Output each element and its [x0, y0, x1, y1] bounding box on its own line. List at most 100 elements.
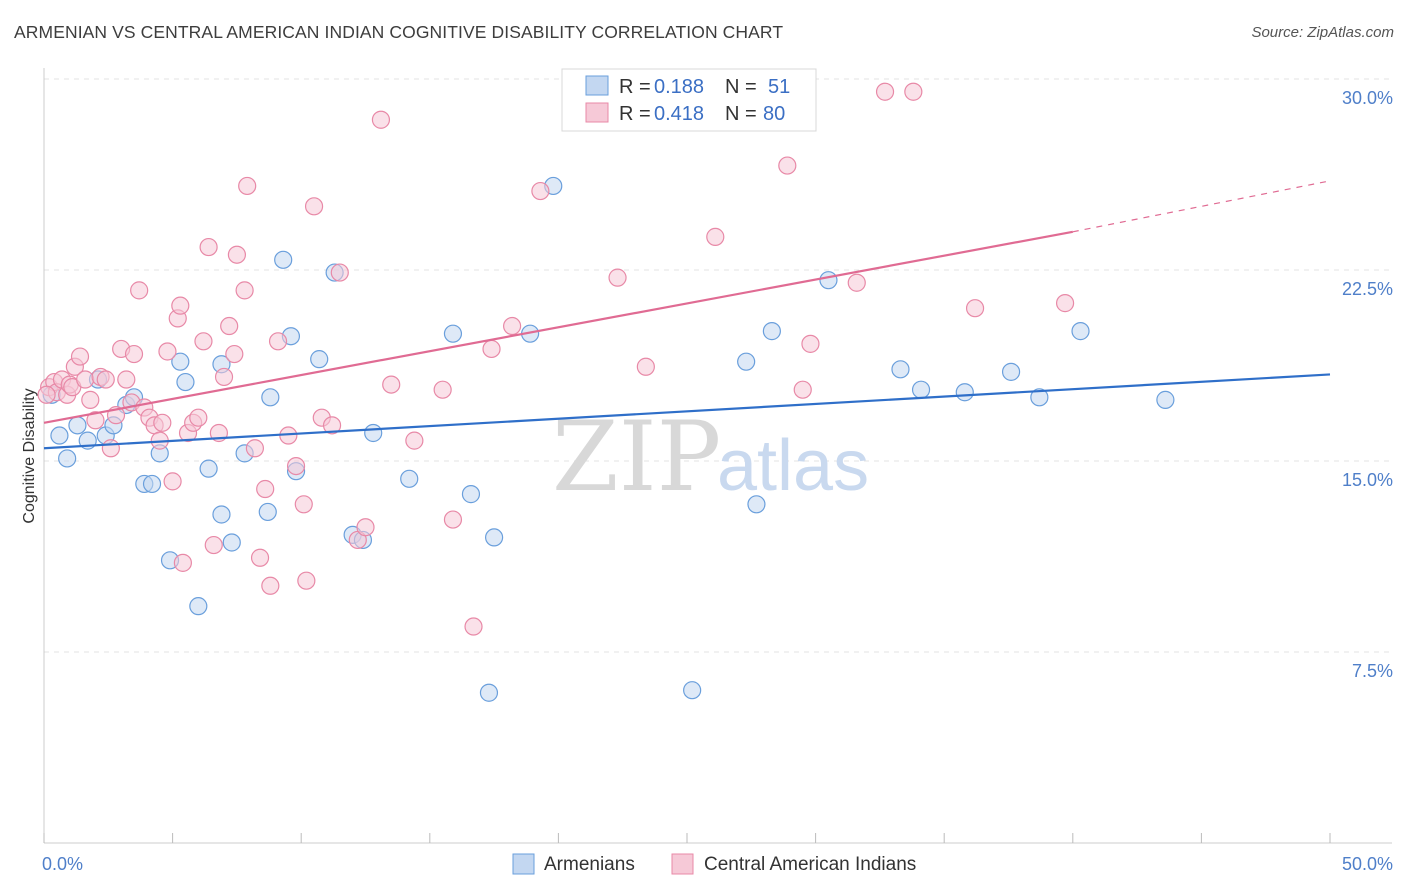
- armenians-point-23: [261, 388, 280, 407]
- central-american-indians-point-43: [238, 176, 257, 196]
- chart-title: ARMENIAN VS CENTRAL AMERICAN INDIAN COGN…: [14, 22, 784, 42]
- bottom-legend-central-american-indians: Central American Indians: [704, 854, 916, 875]
- central-american-indians-point-76: [904, 82, 923, 101]
- armenians-point-3: [68, 416, 87, 435]
- central-american-indians-point-75: [875, 82, 895, 101]
- armenians-point-32: [400, 469, 419, 488]
- legend-n-value-1: 51: [768, 76, 790, 98]
- x-tick-label-max: 50.0%: [1342, 854, 1393, 874]
- central-american-indians-point-9: [76, 370, 95, 389]
- central-american-indians-point-38: [214, 367, 234, 387]
- central-american-indians-point-66: [503, 316, 522, 336]
- armenians-point-31: [364, 423, 383, 443]
- armenians-point-27: [310, 350, 329, 369]
- bottom-legend-armenians: Armenians: [544, 854, 635, 875]
- armenians-point-17: [199, 459, 218, 478]
- legend-r-value-1: 0.188: [654, 76, 704, 98]
- central-american-indians-point-63: [443, 510, 463, 529]
- central-american-indians-point-62: [433, 380, 452, 399]
- armenians-point-11: [142, 474, 162, 494]
- central-american-indians-point-59: [371, 110, 391, 129]
- watermark-atlas: atlas: [717, 426, 869, 506]
- y-tick-label-7.5: 7.5%: [1352, 661, 1393, 681]
- central-american-indians-point-33: [189, 408, 208, 427]
- central-american-indians-point-74: [847, 273, 866, 292]
- armenians-point-35: [479, 683, 499, 702]
- armenians-point-44: [891, 360, 910, 379]
- armenians-point-45: [911, 380, 931, 399]
- central-american-indians-point-64: [464, 617, 483, 636]
- legend-n-label-2: N =: [725, 103, 757, 125]
- central-american-indians-point-47: [261, 576, 280, 595]
- y-tick-label-15: 15.0%: [1342, 470, 1393, 490]
- source-credit: Source: ZipAtlas.com: [1251, 24, 1394, 41]
- armenians-point-48: [1030, 388, 1049, 407]
- armenians-trend-line: [43, 373, 1331, 450]
- central-american-indians-point-35: [199, 237, 218, 257]
- armenians-point-39: [683, 681, 702, 700]
- central-american-indians-point-29: [171, 296, 190, 315]
- legend-r-label-2: R =: [619, 103, 651, 125]
- central-american-indians-point-52: [297, 571, 316, 590]
- legend-swatch-central-american-indians: [585, 102, 609, 123]
- central-american-indians-point-77: [965, 299, 985, 318]
- central-american-indians-point-39: [220, 316, 239, 336]
- central-american-indians-point-30: [173, 553, 192, 572]
- central-american-indians-point-19: [124, 344, 144, 364]
- armenians-point-41: [747, 495, 766, 514]
- watermark-zip: ZIP: [552, 401, 721, 513]
- central-american-indians-point-8: [70, 347, 90, 366]
- central-american-indians-point-11: [86, 411, 105, 430]
- central-american-indians-point-67: [531, 181, 550, 201]
- central-american-indians-point-10: [81, 390, 100, 409]
- central-american-indians-point-70: [706, 227, 725, 246]
- central-american-indians-point-34: [194, 332, 213, 351]
- central-american-indians-point-56: [330, 263, 349, 282]
- central-american-indians-point-41: [227, 245, 246, 264]
- central-american-indians-point-72: [793, 380, 812, 399]
- x-tick-marks: [43, 833, 1331, 843]
- bottom-legend-swatch-armenians: [512, 853, 535, 875]
- trend-lines: [43, 180, 1331, 450]
- central-american-indians-point-65: [482, 339, 501, 359]
- armenians-point-33: [443, 324, 463, 343]
- bottom-legend-swatch-central-american-indians: [671, 853, 694, 875]
- bottom-legend: Armenians Central American Indians: [512, 853, 916, 875]
- central-american-indians-point-69: [636, 357, 655, 376]
- central-american-indians-point-42: [235, 281, 254, 300]
- armenians-point-50: [1156, 390, 1175, 409]
- legend-r-value-2: 0.418: [654, 103, 704, 125]
- armenians-point-24: [274, 250, 293, 269]
- central-american-indians-point-78: [1055, 294, 1075, 313]
- grid-lines: [44, 78, 1392, 653]
- central-american-indians-point-60: [382, 375, 401, 394]
- central-american-indians-point-61: [405, 431, 424, 450]
- central-american-indians-point-45: [250, 548, 270, 567]
- central-american-indians-point-71: [778, 156, 797, 175]
- armenians-point-36: [485, 528, 504, 547]
- armenians-point-22: [258, 502, 277, 522]
- central-american-indians-point-26: [158, 342, 177, 361]
- central-american-indians-point-17: [117, 370, 136, 389]
- armenians-point-46: [955, 383, 974, 402]
- y-axis-label: Cognitive Disability: [21, 388, 38, 523]
- central-american-indians-point-27: [163, 472, 182, 491]
- armenians-point-49: [1071, 322, 1090, 341]
- armenians-point-43: [819, 271, 838, 290]
- armenians-point-1: [50, 426, 69, 445]
- legend-swatch-armenians: [585, 75, 609, 96]
- central-american-indians-points: [37, 82, 1075, 636]
- central-american-indians-point-48: [268, 332, 288, 351]
- y-tick-label-30: 30.0%: [1342, 88, 1393, 108]
- central-american-indians-point-68: [608, 268, 627, 287]
- armenians-point-2: [58, 449, 77, 468]
- armenians-point-20: [222, 533, 241, 552]
- legend-n-value-2: 80: [763, 103, 785, 125]
- central-american-indians-point-25: [153, 413, 172, 432]
- y-tick-label-22.5: 22.5%: [1342, 279, 1393, 299]
- central-american-indians-trend-extension: [1072, 180, 1331, 233]
- legend: R = 0.188 N = 51 R = 0.418 N = 80: [561, 68, 817, 132]
- axes: [43, 68, 1392, 844]
- legend-n-label-1: N =: [725, 76, 757, 98]
